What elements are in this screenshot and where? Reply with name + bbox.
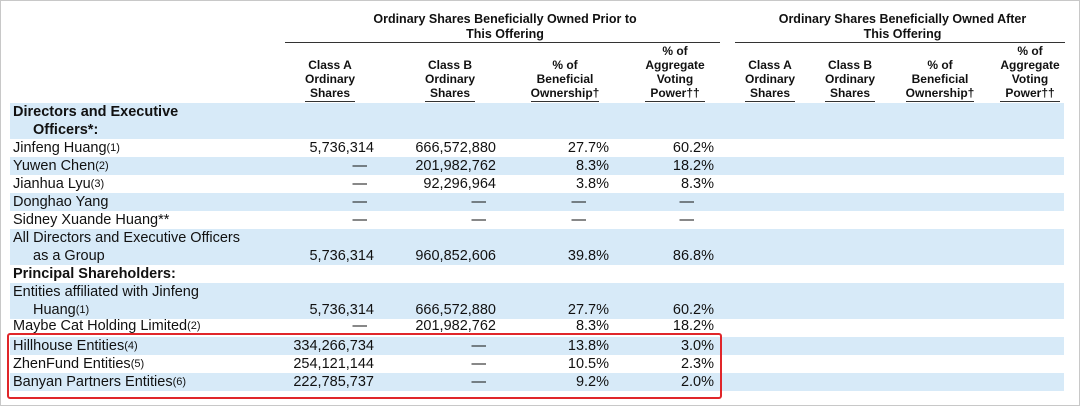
- table-row: Entities affiliated with Jinfeng Huang(1…: [10, 283, 1064, 319]
- table-row: All Directors and Executive Officers as …: [10, 229, 1064, 265]
- group-rule-prior: [285, 42, 720, 43]
- table-row: Yuwen Chen(2) — 201,982,762 8.3% 18.2%: [10, 157, 1064, 175]
- col-header-beneficial: % of Beneficial Ownership†: [530, 58, 600, 102]
- section-directors: Directors and Executive Officers*:: [10, 103, 1064, 139]
- table-row: Donghao Yang — — — —: [10, 193, 1064, 211]
- table-row: Maybe Cat Holding Limited(2) — 201,982,7…: [13, 318, 714, 333]
- group-header-prior: Ordinary Shares Beneficially Owned Prior…: [373, 12, 637, 41]
- col-header-class-b: Class B Ordinary Shares: [424, 58, 475, 102]
- section-principal: Principal Shareholders:: [13, 266, 176, 282]
- highlight-box: [7, 333, 722, 399]
- group-rule-after: [735, 42, 1065, 43]
- col-header-after-class-a: Class A Ordinary Shares: [744, 58, 795, 102]
- col-header-class-a: Class A Ordinary Shares: [304, 58, 355, 102]
- group-header-after: Ordinary Shares Beneficially Owned After…: [778, 12, 1027, 41]
- table-row: Hillhouse Entities(4) 334,266,734 — 13.8…: [10, 337, 1064, 355]
- table-row: ZhenFund Entities(5) 254,121,144 — 10.5%…: [13, 356, 714, 372]
- col-header-after-voting: % of Aggregate Voting Power††: [1000, 44, 1060, 102]
- col-header-after-class-b: Class B Ordinary Shares: [824, 58, 875, 102]
- table-row: Jinfeng Huang(1) 5,736,314 666,572,880 2…: [13, 140, 714, 156]
- table-row: Banyan Partners Entities(6) 222,785,737 …: [10, 373, 1064, 391]
- col-header-after-beneficial: % of Beneficial Ownership†: [905, 58, 975, 102]
- table-row: Jianhua Lyu(3) — 92,296,964 3.8% 8.3%: [13, 176, 714, 192]
- col-header-voting: % of Aggregate Voting Power††: [645, 44, 705, 102]
- table-row: Sidney Xuande Huang** — — — —: [13, 212, 694, 228]
